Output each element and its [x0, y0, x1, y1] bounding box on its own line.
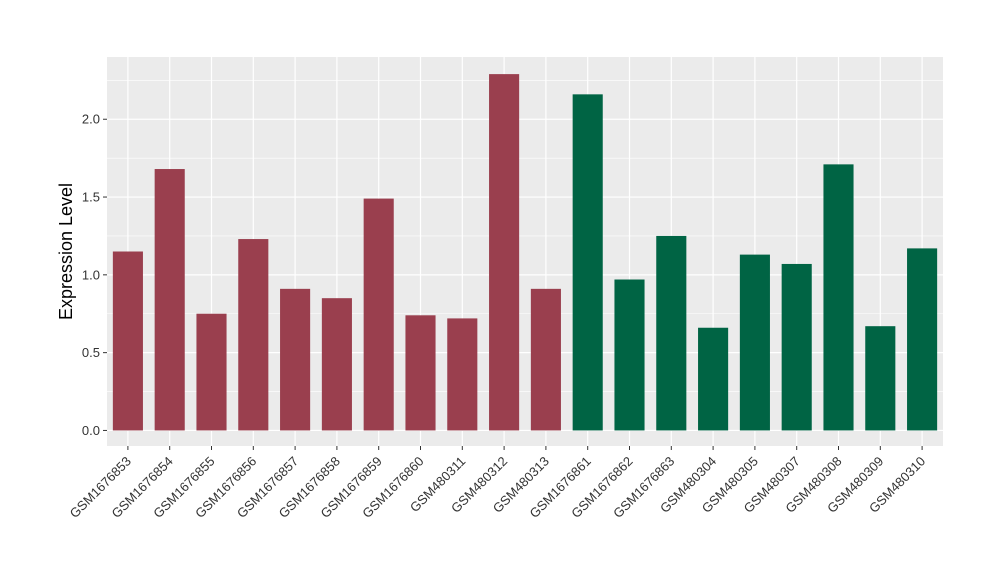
- bar-GSM1676862: [614, 279, 645, 431]
- y-axis-ticks: 0.0 0.5 1.0 1.5 2.0: [82, 112, 107, 438]
- y-tick-label: 2.0: [82, 112, 100, 127]
- bar-GSM480305: [739, 254, 770, 431]
- bar-GSM1676859: [363, 198, 394, 431]
- bar-GSM1676854: [154, 169, 185, 431]
- bar-GSM480312: [489, 74, 520, 431]
- bar-GSM1676855: [196, 313, 227, 431]
- y-axis-title: Expression Level: [56, 183, 76, 320]
- x-axis-ticks: GSM1676853GSM1676854GSM1676855GSM1676856…: [67, 446, 928, 521]
- bar-GSM1676857: [280, 288, 311, 431]
- bar-GSM480310: [907, 248, 938, 431]
- bar-GSM480308: [823, 164, 854, 431]
- bars: [112, 74, 938, 431]
- bar-GSM480307: [781, 263, 812, 431]
- bar-GSM1676858: [321, 298, 352, 431]
- bar-GSM480304: [698, 327, 729, 431]
- bar-GSM480309: [865, 326, 896, 431]
- y-tick-label: 1.5: [82, 190, 100, 205]
- bar-GSM1676860: [405, 315, 436, 431]
- plot-panel: [107, 57, 943, 446]
- bar-GSM1676853: [112, 251, 143, 431]
- y-tick-label: 1.0: [82, 267, 100, 282]
- bar-GSM480313: [530, 288, 561, 431]
- y-tick-label: 0.5: [82, 345, 100, 360]
- bar-GSM1676863: [656, 235, 687, 431]
- y-tick-label: 0.0: [82, 423, 100, 438]
- bar-GSM480311: [447, 318, 478, 431]
- bar-GSM1676861: [572, 94, 603, 431]
- bar-GSM1676856: [238, 239, 269, 431]
